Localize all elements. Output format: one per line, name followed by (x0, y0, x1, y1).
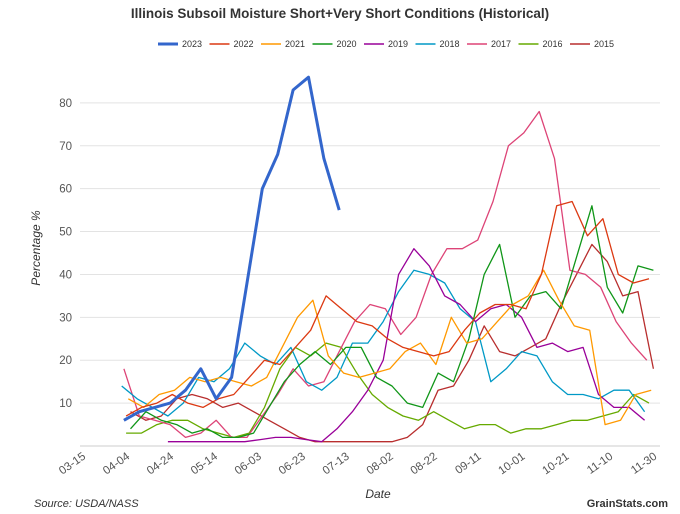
y-axis-title: Percentage % (29, 210, 43, 286)
x-tick-label: 08-02 (365, 451, 396, 478)
y-tick-label: 20 (59, 355, 72, 367)
y-tick-label: 40 (59, 269, 72, 281)
x-tick-label: 04-24 (145, 450, 176, 477)
x-axis: 03-15 04-04 04-24 05-14 06-03 06-23 07-13 08-02… (57, 450, 659, 477)
x-tick-label: 03-15 (57, 451, 88, 478)
x-tick-label: 10-21 (540, 451, 571, 478)
x-tick-label: 09-11 (453, 451, 483, 477)
legend-label-2023: 2023 (182, 39, 202, 49)
series-line-2017 (123, 110, 648, 439)
series-line-2023 (123, 75, 341, 422)
legend-label-2015: 2015 (594, 39, 614, 49)
grid (80, 102, 660, 447)
legend-label-2018: 2018 (440, 39, 460, 49)
y-axis: 10 20 30 40 50 60 70 80 (59, 98, 72, 410)
series-line-2022 (125, 200, 650, 417)
x-tick-label: 04-04 (101, 450, 132, 477)
legend-label-2021: 2021 (285, 39, 305, 49)
legend-label-2016: 2016 (543, 39, 563, 49)
x-tick-label: 10-01 (497, 451, 528, 478)
chart-title: Illinois Subsoil Moisture Short+Very Sho… (131, 6, 549, 21)
x-tick-label: 11-30 (629, 451, 659, 477)
x-tick-label: 06-23 (277, 451, 308, 478)
legend-label-2017: 2017 (491, 39, 511, 49)
y-tick-label: 60 (59, 184, 72, 196)
y-tick-label: 10 (59, 398, 72, 410)
series-line-2020 (130, 205, 654, 439)
y-tick-label: 70 (59, 141, 72, 153)
legend-label-2022: 2022 (234, 39, 254, 49)
legend: 2023 2022 2021 2020 2019 2018 2017 2016 2015 (158, 39, 614, 49)
x-tick-label: 07-13 (321, 451, 352, 478)
series-line-2016 (126, 342, 650, 439)
x-tick-label: 05-14 (189, 450, 220, 477)
series-group (121, 75, 655, 443)
series-line-2019 (167, 248, 646, 443)
legend-label-2019: 2019 (388, 39, 408, 49)
x-tick-label: 08-22 (409, 451, 440, 478)
x-tick-label: 11-10 (585, 451, 615, 477)
x-axis-title: Date (365, 487, 391, 501)
x-tick-label: 06-03 (233, 451, 264, 478)
y-tick-label: 30 (59, 312, 72, 324)
legend-label-2020: 2020 (337, 39, 357, 49)
brand-label: GrainStats.com (586, 498, 668, 510)
y-tick-label: 80 (59, 98, 72, 110)
series-line-2021 (127, 269, 652, 426)
y-tick-label: 50 (59, 227, 72, 239)
series-line-2015 (130, 243, 655, 443)
source-note: Source: USDA/NASS (34, 498, 139, 510)
